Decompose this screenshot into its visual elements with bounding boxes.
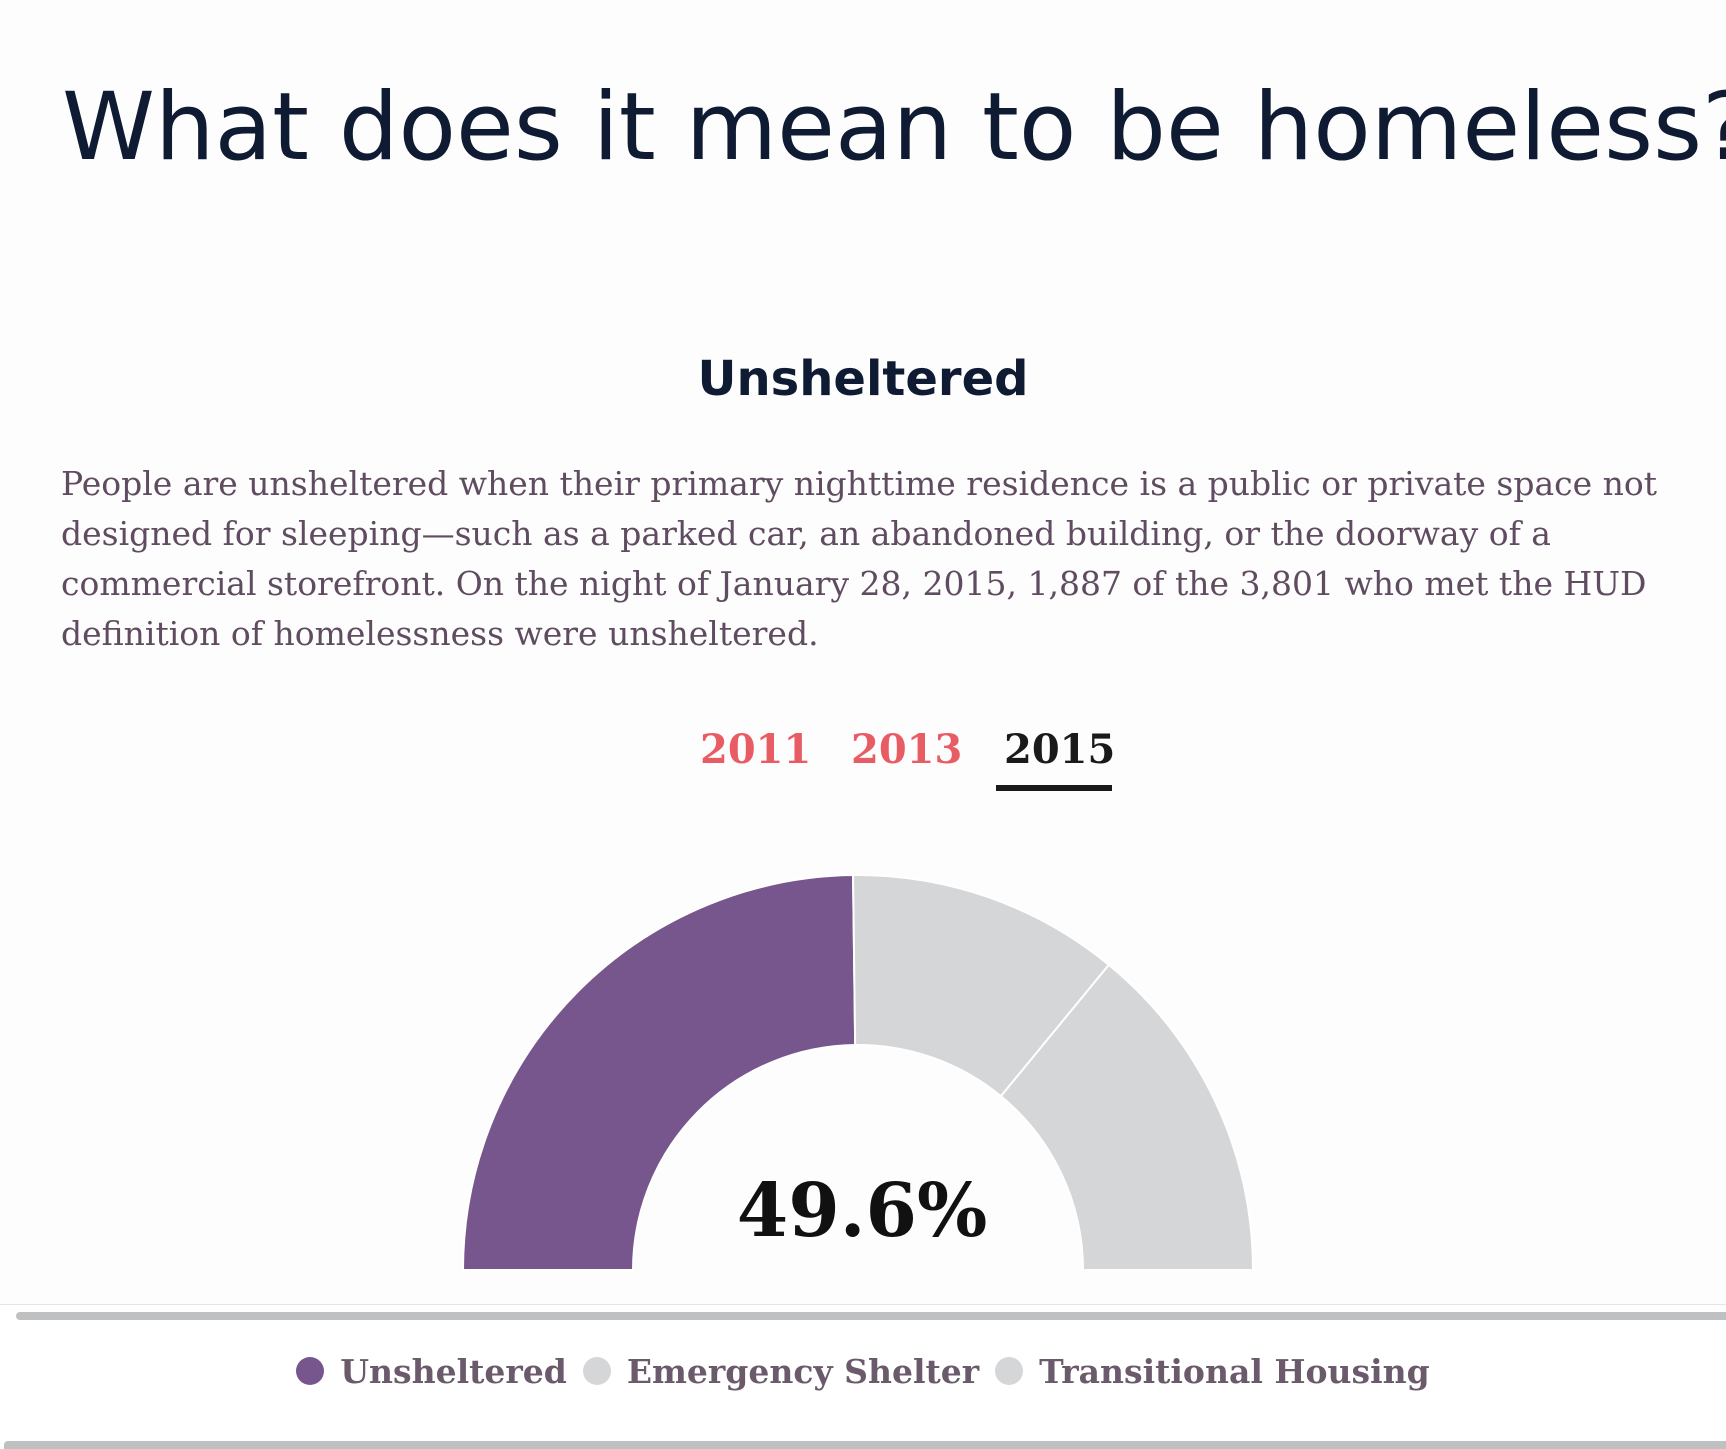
legend-swatch-unsheltered xyxy=(296,1357,325,1385)
legend-swatch-emergency-shelter xyxy=(582,1357,611,1385)
tab-2011[interactable]: 2011 xyxy=(700,726,812,773)
chart-legend: Unsheltered Emergency Shelter Transition… xyxy=(0,1346,1726,1396)
scrollbar-track-top xyxy=(16,1312,1726,1320)
legend-label-emergency-shelter: Emergency Shelter xyxy=(626,1351,980,1391)
legend-item-unsheltered[interactable]: Unsheltered xyxy=(296,1352,567,1391)
center-percentage-label: 49.6% xyxy=(737,1168,988,1254)
semi-donut-chart: 49.6% xyxy=(461,874,1255,1271)
gauge-segment-transitional-housing[interactable] xyxy=(999,963,1255,1271)
legend-item-transitional-housing[interactable]: Transitional Housing xyxy=(995,1352,1430,1391)
legend-label-transitional-housing: Transitional Housing xyxy=(1039,1351,1430,1391)
tab-2013[interactable]: 2013 xyxy=(851,726,963,773)
active-tab-underline xyxy=(996,785,1112,791)
legend-panel xyxy=(0,1304,1726,1449)
tab-2015[interactable]: 2015 xyxy=(1004,726,1116,773)
gauge-segment-unsheltered[interactable] xyxy=(461,874,857,1271)
legend-label-unsheltered: Unsheltered xyxy=(340,1351,567,1391)
legend-swatch-transitional-housing xyxy=(995,1357,1024,1385)
section-heading: Unsheltered xyxy=(697,351,1029,407)
legend-item-emergency-shelter[interactable]: Emergency Shelter xyxy=(582,1351,980,1391)
page-title: What does it mean to be homeless? xyxy=(62,73,1726,182)
section-description: People are unsheltered when their primar… xyxy=(61,464,1658,653)
scrollbar-track-bottom xyxy=(4,1441,1726,1449)
year-tabs: 2011 2013 2015 xyxy=(0,720,1726,791)
